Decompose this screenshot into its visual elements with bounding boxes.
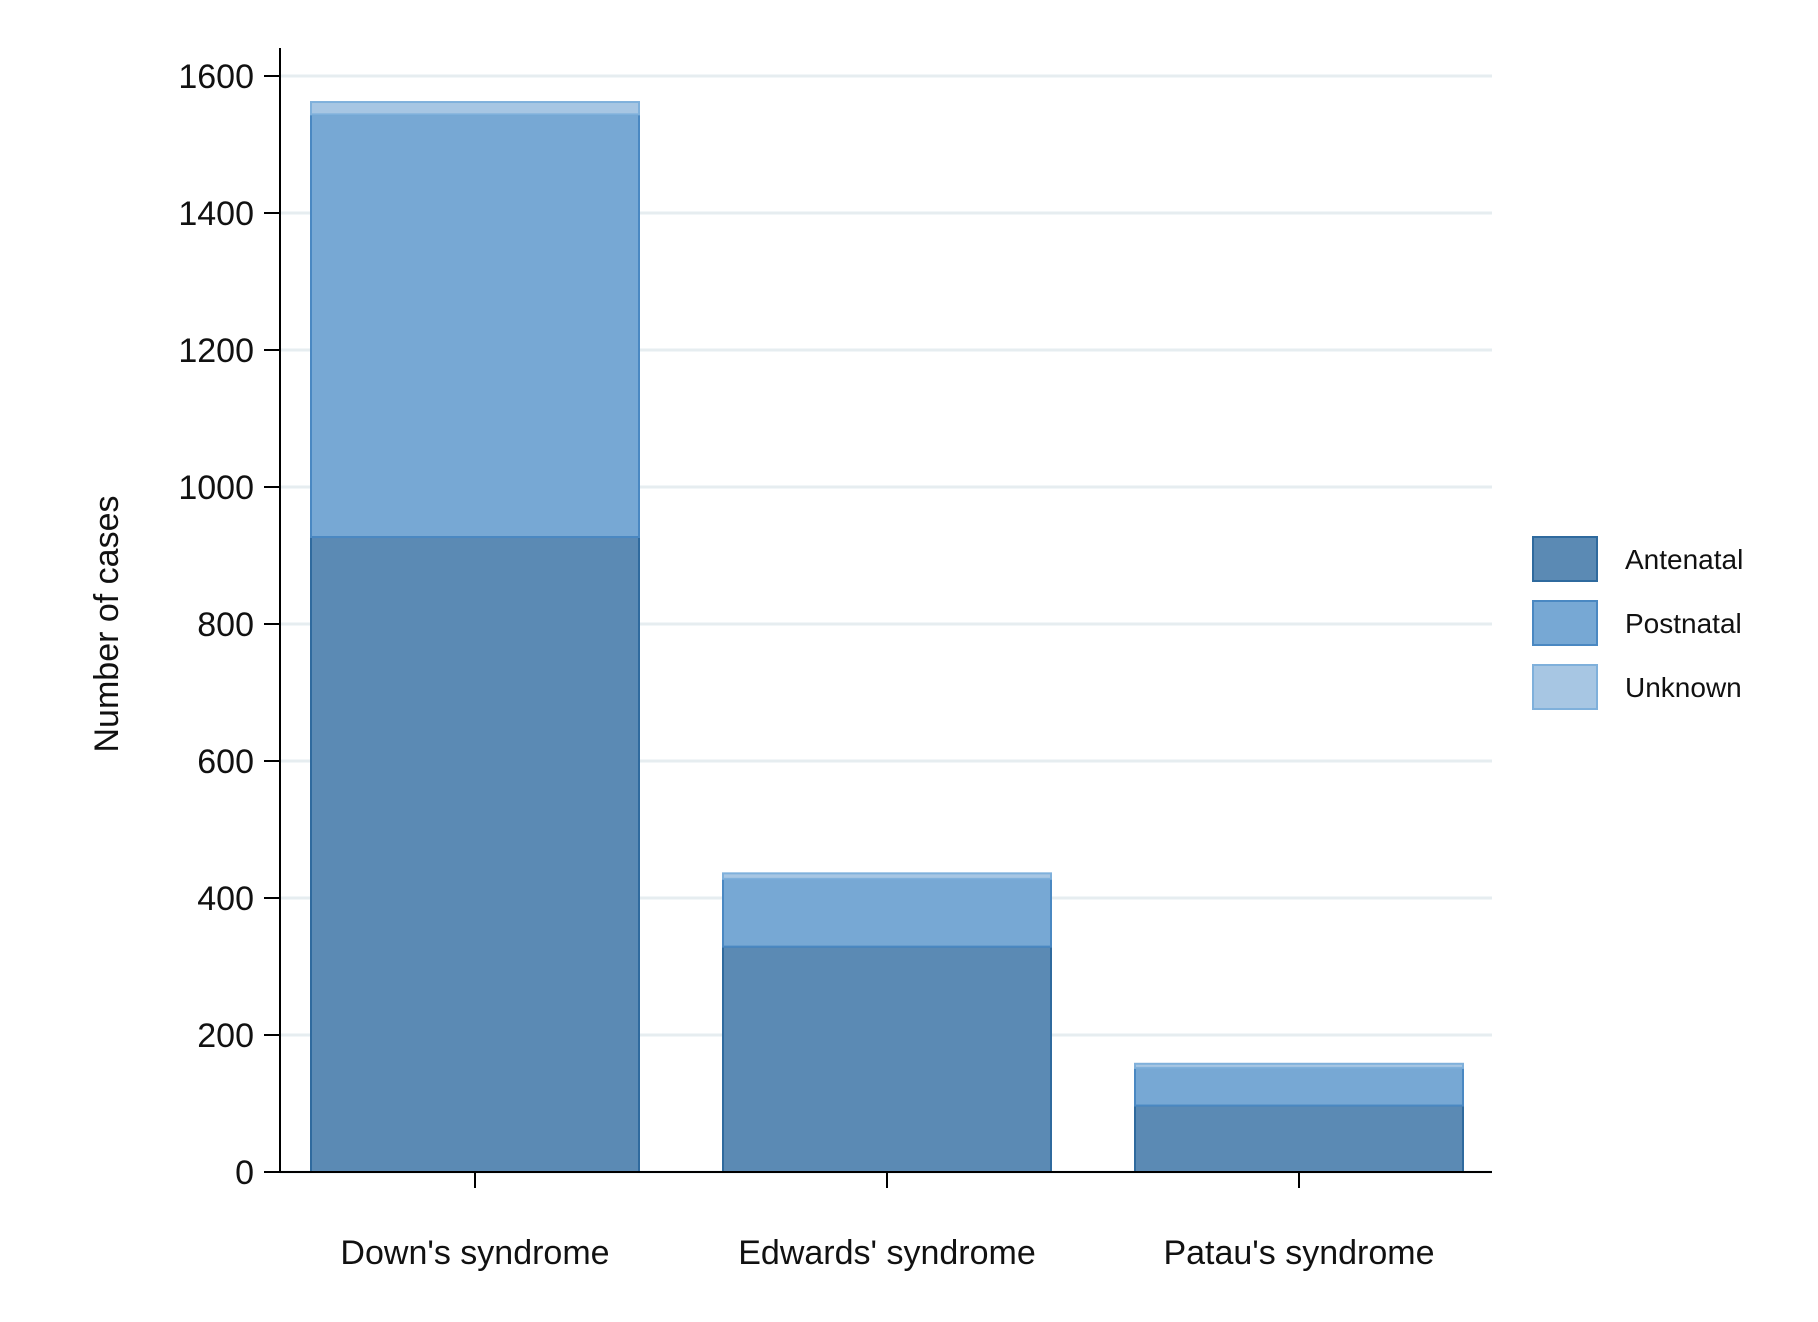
y-tick-label: 1600 xyxy=(178,58,254,96)
bar-postnatal-2 xyxy=(722,877,1052,948)
x-tick-label: Down's syndrome xyxy=(340,1234,609,1272)
y-tick-label: 1400 xyxy=(178,195,254,233)
legend-label-postnatal: Postnatal xyxy=(1625,608,1742,639)
bar-unknown-1 xyxy=(310,101,640,116)
bar-postnatal-1 xyxy=(310,113,640,539)
bar-antenatal-2 xyxy=(722,945,1052,1174)
bar-unknown-2 xyxy=(722,872,1052,880)
bar-unknown-3 xyxy=(1134,1062,1464,1069)
legend: Antenatal Postnatal Unknown xyxy=(1532,536,1743,710)
legend-swatch-unknown xyxy=(1532,664,1598,710)
y-tick-label: 600 xyxy=(197,743,254,781)
x-tick-label: Edwards' syndrome xyxy=(738,1234,1036,1272)
bar-postnatal-3 xyxy=(1134,1066,1464,1107)
x-tick-label: Patau's syndrome xyxy=(1163,1234,1434,1272)
legend-label-antenatal: Antenatal xyxy=(1625,544,1743,575)
y-tick-label: 800 xyxy=(197,606,254,644)
legend-swatch-postnatal xyxy=(1532,600,1598,646)
y-tick-label: 0 xyxy=(235,1154,254,1192)
y-tick-label: 1000 xyxy=(178,469,254,507)
bar-antenatal-3 xyxy=(1134,1104,1464,1174)
axes: 0 200 400 600 800 1000 1200 1400 1600 Down's synd… xyxy=(178,48,1492,1272)
bars xyxy=(310,101,1464,1174)
y-tick-label: 400 xyxy=(197,880,254,918)
y-tick-label: 200 xyxy=(197,1017,254,1055)
bar-antenatal-1 xyxy=(310,536,640,1173)
legend-swatch-antenatal xyxy=(1532,536,1598,582)
y-tick-label: 1200 xyxy=(178,332,254,370)
legend-label-unknown: Unknown xyxy=(1625,672,1742,703)
y-axis-title: Number of cases xyxy=(88,496,126,753)
